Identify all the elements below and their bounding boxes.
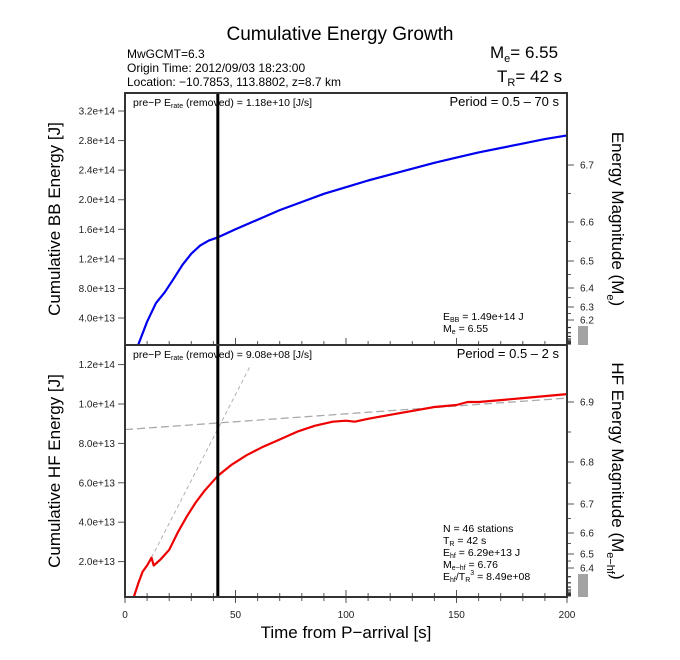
ehf-annotation: Ehf = 6.29e+13 J <box>443 547 520 560</box>
hf-period-label: Period = 0.5 – 2 s <box>457 346 560 361</box>
mw-label: MwGCMT=6.3 <box>127 47 205 61</box>
hf-energy-line <box>132 393 568 598</box>
bb-energy-panel: 4.0e+13 8.0e+13 1.2e+14 1.6e+14 2.0e+14 2.4e+… <box>45 93 627 345</box>
bb-prep-rate-label: pre−P Erate (removed) = 1.18e+10 [J/s] <box>133 97 312 110</box>
y-tick-label: 1.2e+14 <box>79 254 116 265</box>
y-tick-label: 3.2e+14 <box>79 107 116 118</box>
station-count: N = 46 stations <box>443 523 513 535</box>
hf-annotation-block: N = 46 stations TR = 42 s Ehf = 6.29e+13… <box>443 523 530 584</box>
bb-me-annotation: Me = 6.55 <box>443 323 488 336</box>
y-tick-label: 8.0e+13 <box>79 284 116 295</box>
y-tick-label: 6.0e+13 <box>79 478 116 489</box>
y2-tick-label: 6.3 <box>580 303 594 314</box>
hf-y2-axis-label: HF Energy Magnitude (Me−hf) <box>604 362 627 579</box>
y-tick-label: 1.0e+14 <box>79 400 116 411</box>
mehf-annotation: Me−hf = 6.76 <box>443 559 498 572</box>
hf-y-axis-label: Cumulative HF Energy [J] <box>45 374 64 568</box>
y2-tick-label: 6.9 <box>580 398 594 409</box>
hf-energy-panel: 2.0e+13 4.0e+13 6.0e+13 8.0e+13 1.0e+14 1.2e+… <box>45 345 627 642</box>
y2-tick-label: 6.5 <box>580 257 594 268</box>
x-axis-label: Time from P−arrival [s] <box>261 623 432 642</box>
y2-tick-label: 6.4 <box>580 284 594 295</box>
tr-annotation: TR = 42 s <box>443 535 486 548</box>
header-me: Me= 6.55 <box>490 43 558 65</box>
hf-prep-rate-label: pre−P Erate (removed) = 9.08e+08 [J/s] <box>133 349 312 362</box>
bb-y-axis-label: Cumulative BB Energy [J] <box>45 122 64 316</box>
y-tick-label: 8.0e+13 <box>79 439 116 450</box>
label-backing <box>238 348 250 360</box>
bb-energy-annotation: EBB = 1.49e+14 J <box>443 311 524 324</box>
energy-rate-fit-line <box>124 397 568 431</box>
x-tick-label: 200 <box>559 610 576 621</box>
y-tick-label: 4.0e+13 <box>79 518 116 529</box>
bb-energy-line <box>137 134 568 345</box>
x-tick-label: 50 <box>230 610 242 621</box>
early-slope-fit-line <box>151 364 252 558</box>
origin-time-label: Origin Time: 2012/09/03 18:23:00 <box>127 61 305 75</box>
y-tick-label: 2.8e+14 <box>79 136 116 147</box>
y2-tick-label: 6.7 <box>580 161 594 172</box>
y-tick-label: 1.2e+14 <box>79 360 116 371</box>
y-tick-label: 1.6e+14 <box>79 225 116 236</box>
location-label: Location: −10.7853, 113.8802, z=8.7 km <box>127 75 341 89</box>
x-tick-label: 150 <box>448 610 465 621</box>
bb-y2-axis-label: Energy Magnitude (Me) <box>604 132 627 306</box>
y-tick-label: 2.4e+14 <box>79 166 116 177</box>
bb-panel-frame <box>124 92 568 346</box>
header-tr: TR= 42 s <box>497 67 562 89</box>
hf-panel-frame <box>124 344 568 598</box>
x-tick-label: 100 <box>338 610 355 621</box>
ehf-tr3-annotation: Ehf/TR3 = 8.49e+08 <box>443 570 530 584</box>
y-tick-label: 4.0e+13 <box>79 314 116 325</box>
y2-tick-label: 6.5 <box>580 550 594 561</box>
y-tick-label: 2.0e+14 <box>79 195 116 206</box>
crowded-tick-labels <box>578 574 588 597</box>
y2-tick-label: 6.6 <box>580 218 594 229</box>
y2-tick-label: 6.4 <box>580 564 594 575</box>
crowded-tick-labels <box>578 326 588 345</box>
y2-tick-label: 6.6 <box>580 529 594 540</box>
y2-tick-label: 6.7 <box>580 500 594 511</box>
x-tick-label: 0 <box>122 610 128 621</box>
y2-tick-label: 6.8 <box>580 458 594 469</box>
chart-title: Cumulative Energy Growth <box>226 24 453 45</box>
y-tick-label: 2.0e+13 <box>79 557 116 568</box>
y2-tick-label: 6.2 <box>580 316 594 327</box>
bb-period-label: Period = 0.5 – 70 s <box>450 94 560 109</box>
